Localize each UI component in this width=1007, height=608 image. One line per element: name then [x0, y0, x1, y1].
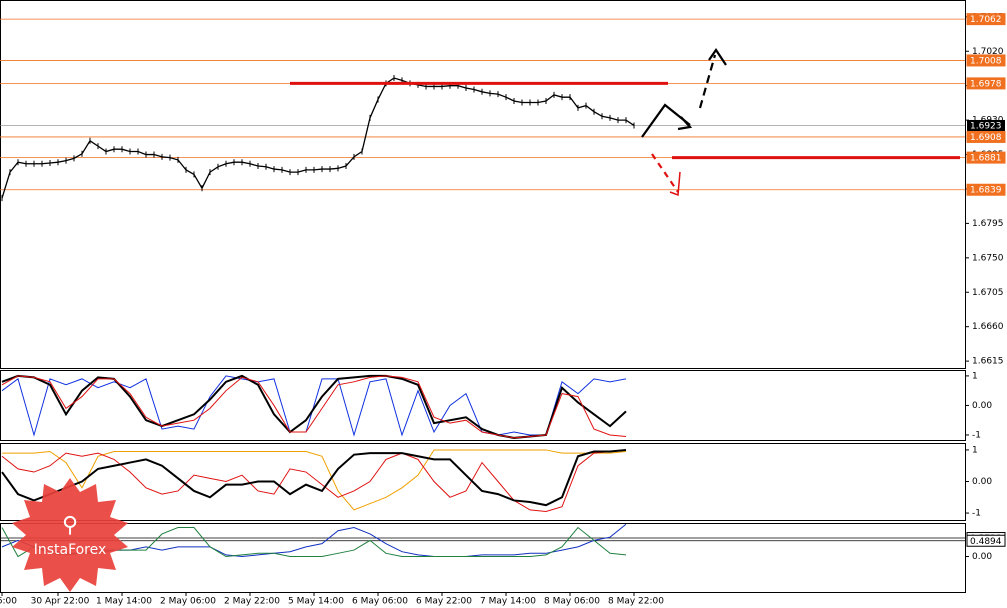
- arrow-up-path: [641, 103, 691, 138]
- y-tick-label: 1.6750: [972, 253, 1004, 263]
- y-tick-label: 1.6615: [972, 357, 1004, 367]
- level-label-box: [966, 54, 1006, 67]
- level-label: 1.6839: [970, 186, 1002, 196]
- brand-name: InstaForex: [34, 542, 107, 558]
- series-line: [1, 375, 627, 437]
- level-label: 1.6908: [970, 133, 1002, 143]
- x-tick-label: 2 May 06:00: [160, 597, 216, 607]
- level-label: 1.6881: [970, 154, 1002, 164]
- level-label-box: [966, 130, 1006, 143]
- current-price-label: 1.6923: [970, 121, 1002, 131]
- panel-frame: [0, 443, 966, 521]
- x-tick-label: 06:00: [0, 597, 17, 607]
- panel-frame: [0, 523, 966, 593]
- x-tick-label: 8 May 22:00: [608, 597, 664, 607]
- x-tick-label: 7 May 14:00: [480, 597, 536, 607]
- y-tick-label: 1: [972, 445, 978, 455]
- y-tick-label: -1: [972, 430, 981, 440]
- y-tick-label: 1.6705: [972, 288, 1004, 298]
- level-label: 0.4894: [970, 537, 1002, 547]
- series-line: [1, 374, 627, 439]
- y-tick-label: -1: [972, 509, 981, 519]
- y-tick-label: 0.00: [972, 477, 992, 487]
- level-label: 1.7008: [970, 56, 1002, 66]
- level-label: 1.6978: [970, 79, 1002, 89]
- logo-icon: ⚲: [62, 513, 78, 538]
- y-tick-label: 0.00: [972, 401, 992, 411]
- x-tick-label: 30 Apr 22:00: [31, 597, 90, 607]
- x-tick-label: 2 May 22:00: [224, 597, 280, 607]
- series-line: [2, 449, 627, 511]
- forecast-arrows: [641, 48, 727, 197]
- arrow-head: [677, 116, 693, 131]
- arrow-head: [669, 171, 681, 197]
- panel-frame: [0, 0, 966, 369]
- level-label-box: [966, 534, 1006, 547]
- x-tick-label: 1 May 14:00: [96, 597, 152, 607]
- series-line: [1, 448, 627, 507]
- arrow-up-dashed: [698, 54, 717, 109]
- logo-badge: [12, 478, 128, 592]
- level-label-box: [966, 77, 1006, 90]
- y-tick-label: 1.7020: [972, 47, 1004, 57]
- x-tick-label: 6 May 22:00: [416, 597, 472, 607]
- series-line: [1, 449, 627, 512]
- y-tick-label: 0.00: [972, 552, 992, 562]
- y-tick-label: 1: [972, 371, 978, 381]
- x-tick-label: 8 May 06:00: [544, 597, 600, 607]
- level-label-box: [966, 151, 1006, 164]
- current-price-box: [967, 119, 1005, 131]
- series-line: [1, 77, 635, 199]
- x-tick-label: 5 May 14:00: [288, 597, 344, 607]
- logo: ⚲ InstaForex: [12, 478, 128, 592]
- arrow-down-dashed: [651, 153, 679, 193]
- level-label: 1.7062: [970, 15, 1002, 25]
- y-tick-label: 1.6660: [972, 322, 1004, 332]
- level-label-box: [966, 183, 1006, 196]
- x-tick-label: 6 May 06:00: [352, 597, 408, 607]
- y-tick-label: 1.6795: [972, 219, 1004, 229]
- arrow-head: [708, 48, 727, 66]
- series-line: [1, 375, 627, 439]
- level-label-box: [966, 13, 1006, 26]
